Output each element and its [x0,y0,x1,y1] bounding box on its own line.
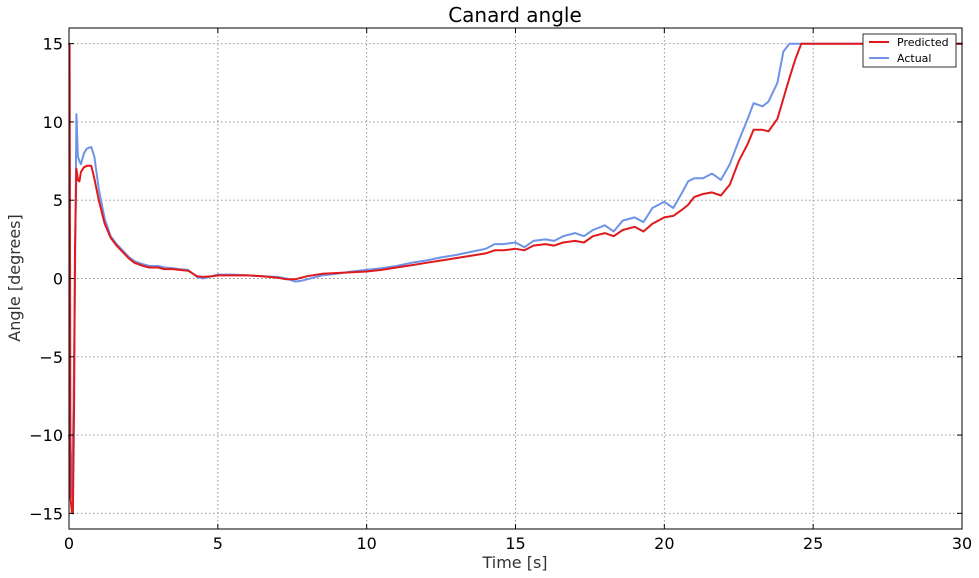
y-axis-label: Angle [degrees] [5,214,24,342]
x-tick-label: 30 [952,534,972,553]
y-tick-label: −10 [29,426,63,445]
x-tick-label: 5 [213,534,223,553]
y-tick-label: 0 [53,270,63,289]
legend-label-actual: Actual [897,52,931,65]
series-layer [68,42,963,515]
y-tick-label: −5 [39,348,63,367]
x-tick-label: 25 [803,534,823,553]
series-line-actual [68,42,963,499]
legend-box [862,33,957,68]
y-tick-label: −15 [29,504,63,523]
y-tick-label: 5 [53,191,63,210]
x-tick-label: 15 [505,534,525,553]
x-tick-label: 10 [356,534,376,553]
series-line-predicted [68,42,963,515]
x-tick-label: 20 [654,534,674,553]
x-axis-label: Time [s] [481,553,547,572]
y-tick-label: 10 [43,113,63,132]
legend: Predicted Actual [862,33,957,68]
legend-label-predicted: Predicted [897,36,949,49]
y-tick-label: 15 [43,35,63,54]
chart-title: Canard angle [448,3,582,27]
x-tick-label: 0 [64,534,74,553]
axis-ticks: 0 5 10 15 20 25 30 −15 −10 −5 0 5 10 15 [29,28,972,553]
